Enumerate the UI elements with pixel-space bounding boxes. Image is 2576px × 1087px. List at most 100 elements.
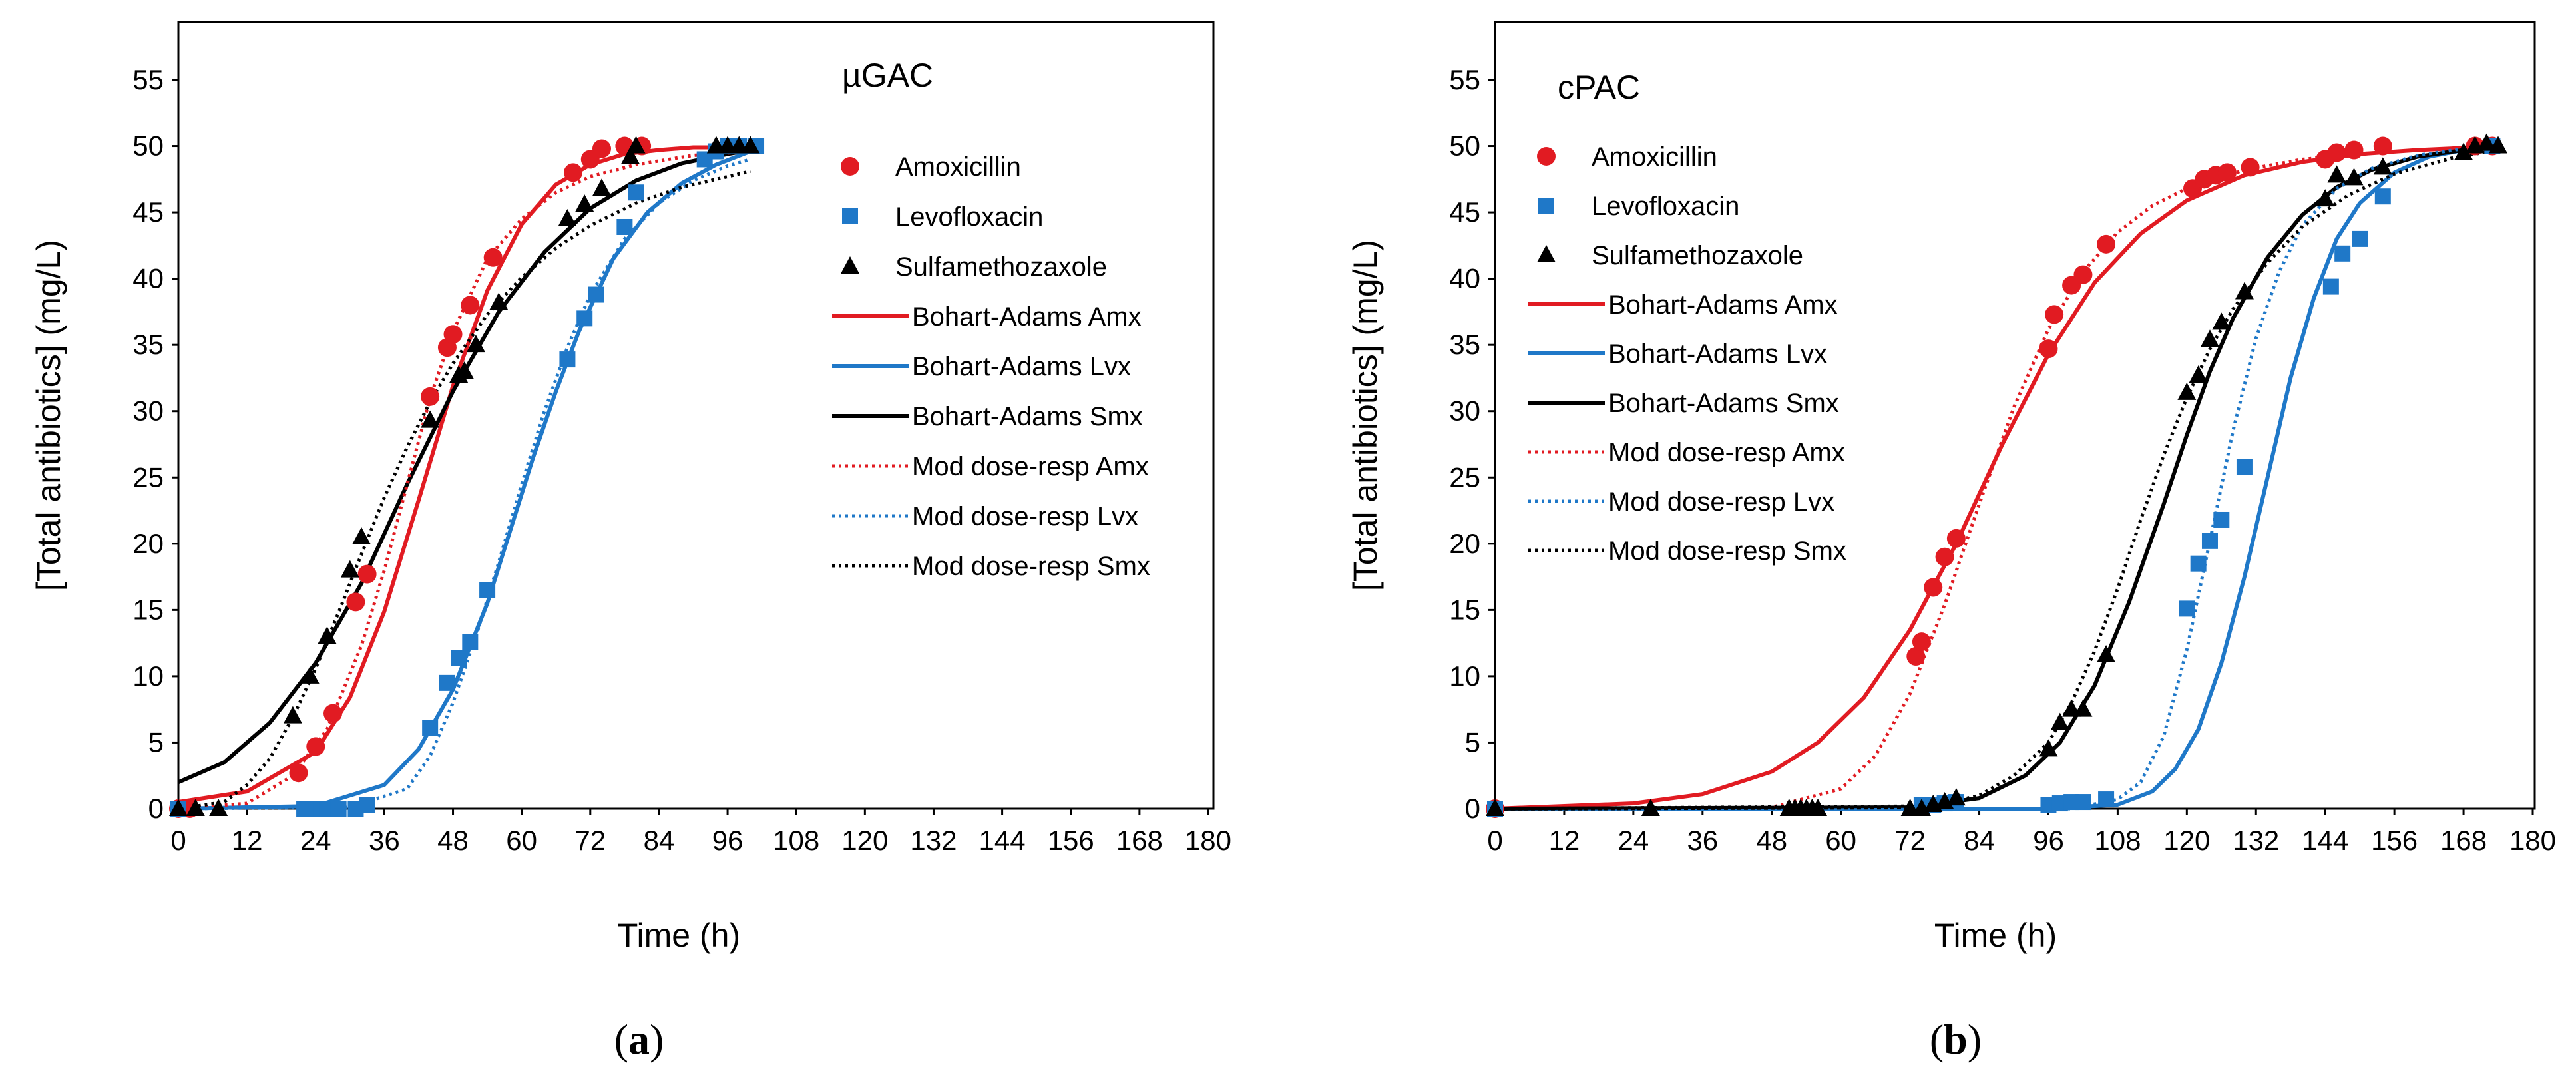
data-point-sulfamethozaxole <box>466 335 485 353</box>
data-point-levofloxacin <box>2322 278 2339 295</box>
data-point-sulfamethozaxole <box>741 136 760 154</box>
series-line-bohart-adams-lvx <box>1495 144 2499 811</box>
data-point-sulfamethozaxole <box>2189 365 2208 383</box>
x-tick-label: 24 <box>300 825 331 856</box>
x-tick-label: 48 <box>437 825 469 856</box>
y-tick-label: 15 <box>1449 594 1480 625</box>
data-point-sulfamethozaxole <box>620 146 640 164</box>
data-point-levofloxacin <box>628 184 644 201</box>
legend-label: Mod dose-resp Smx <box>1608 537 1846 566</box>
data-point-amoxicillin <box>2039 339 2058 359</box>
y-tick-label: 25 <box>132 461 164 493</box>
data-point-sulfamethozaxole <box>1946 788 1966 806</box>
data-point-sulfamethozaxole <box>2177 382 2197 400</box>
x-tick-label: 144 <box>2302 825 2348 856</box>
x-tick-label: 120 <box>2163 825 2210 856</box>
data-point-sulfamethozaxole <box>2050 712 2069 730</box>
series-line-bohart-adams-smx <box>177 148 751 784</box>
legend-marker <box>842 208 858 224</box>
x-tick-label: 84 <box>644 825 675 856</box>
y-tick-label: 35 <box>132 329 164 360</box>
legend-label: Mod dose-resp Amx <box>912 452 1149 481</box>
data-point-amoxicillin <box>1906 647 1926 666</box>
data-point-amoxicillin <box>1912 632 1931 652</box>
data-point-amoxicillin <box>346 592 365 612</box>
data-point-sulfamethozaxole <box>2454 142 2473 160</box>
data-point-levofloxacin <box>462 634 479 650</box>
data-point-levofloxacin <box>479 582 496 598</box>
data-point-amoxicillin <box>2241 158 2260 177</box>
data-point-levofloxacin <box>2334 245 2351 262</box>
y-tick-label: 55 <box>132 64 164 95</box>
x-tick-label: 12 <box>232 825 263 856</box>
data-point-sulfamethozaxole <box>626 136 646 154</box>
plot-frame-a <box>177 21 1215 810</box>
x-tick-label: 36 <box>369 825 400 856</box>
legend-label: Levofloxacin <box>895 202 1043 232</box>
data-point-levofloxacin <box>2098 791 2115 808</box>
x-tick-label: 156 <box>1048 825 1094 856</box>
x-tick-label: 180 <box>1185 825 1231 856</box>
legend-a: Amoxicillin Levofloxacin Sulfamethozaxole B… <box>832 152 1150 581</box>
data-point-levofloxacin <box>439 674 455 691</box>
legend-label: Bohart-Adams Amx <box>1608 290 1838 320</box>
x-tick-label: 144 <box>979 825 1026 856</box>
legend-label: Mod dose-resp Amx <box>1608 438 1845 467</box>
x-tick-label: 48 <box>1756 825 1787 856</box>
data-points-a <box>169 136 765 818</box>
data-point-levofloxacin <box>2374 188 2391 205</box>
data-point-sulfamethozaxole <box>340 560 359 578</box>
fit-lines-a <box>177 144 751 811</box>
y-tick-label: 10 <box>132 660 164 692</box>
panel-b: 0 5 10 15 20 25 30 35 40 45 50 55 0 12 24 36 48 60 72 84 96… <box>1347 21 2556 1063</box>
data-point-levofloxacin <box>2190 555 2207 572</box>
x-ticks-a: 0 12 24 36 48 60 72 84 96 108 120 132 144 156 168 180 <box>170 809 1231 856</box>
x-axis-title-b: Time (h) <box>1934 917 2057 954</box>
data-point-sulfamethozaxole <box>2200 329 2219 347</box>
legend-label: Bohart-Adams Amx <box>912 302 1142 331</box>
data-point-levofloxacin <box>2179 600 2195 617</box>
legend-label: Mod dose-resp Smx <box>912 552 1150 581</box>
y-tick-label: 20 <box>132 528 164 559</box>
legend-label: Bohart-Adams Lvx <box>912 352 1131 381</box>
panel-letter-a: a <box>628 1016 650 1063</box>
x-tick-label: 72 <box>574 825 606 856</box>
data-point-levofloxacin <box>422 720 439 736</box>
y-tick-label: 0 <box>148 793 164 824</box>
legend-label: Amoxicillin <box>895 152 1021 182</box>
y-axis-title-b: [Total antibiotics] (mg/L) <box>1347 240 1384 591</box>
data-point-sulfamethozaxole <box>489 292 509 310</box>
data-point-amoxicillin <box>1935 547 1954 566</box>
data-point-sulfamethozaxole <box>2039 739 2058 757</box>
data-point-levofloxacin <box>2213 511 2230 528</box>
chart-title-a: µGAC <box>842 57 933 94</box>
x-tick-label: 60 <box>1825 825 1856 856</box>
y-tick-label: 10 <box>1449 660 1480 692</box>
data-point-levofloxacin <box>559 351 576 368</box>
data-point-sulfamethozaxole <box>300 666 320 684</box>
data-point-sulfamethozaxole <box>2477 133 2496 151</box>
data-point-amoxicillin <box>1946 529 1966 548</box>
x-tick-label: 12 <box>1549 825 1580 856</box>
legend-label: Sulfamethozaxole <box>1592 241 1803 270</box>
x-tick-label: 84 <box>1964 825 1995 856</box>
x-axis-title-a: Time (h) <box>618 917 740 954</box>
legend-marker <box>1537 245 1556 262</box>
y-tick-label: 15 <box>132 594 164 625</box>
data-point-levofloxacin <box>330 801 347 817</box>
legend-label: Amoxicillin <box>1592 142 1717 172</box>
series-line-mod-dose-resp-amx <box>1494 146 2499 811</box>
data-point-levofloxacin <box>2352 230 2368 247</box>
data-point-sulfamethozaxole <box>2489 136 2508 154</box>
data-point-amoxicillin <box>461 296 480 315</box>
legend-marker <box>841 157 859 176</box>
data-point-sulfamethozaxole <box>558 209 577 227</box>
data-point-sulfamethozaxole <box>2212 312 2231 330</box>
data-point-sulfamethozaxole <box>2373 157 2392 175</box>
data-point-sulfamethozaxole <box>2097 645 2116 663</box>
y-tick-label: 25 <box>1449 461 1480 493</box>
data-point-amoxicillin <box>564 163 583 182</box>
x-tick-label: 132 <box>2233 825 2279 856</box>
data-point-sulfamethozaxole <box>1486 799 1504 816</box>
